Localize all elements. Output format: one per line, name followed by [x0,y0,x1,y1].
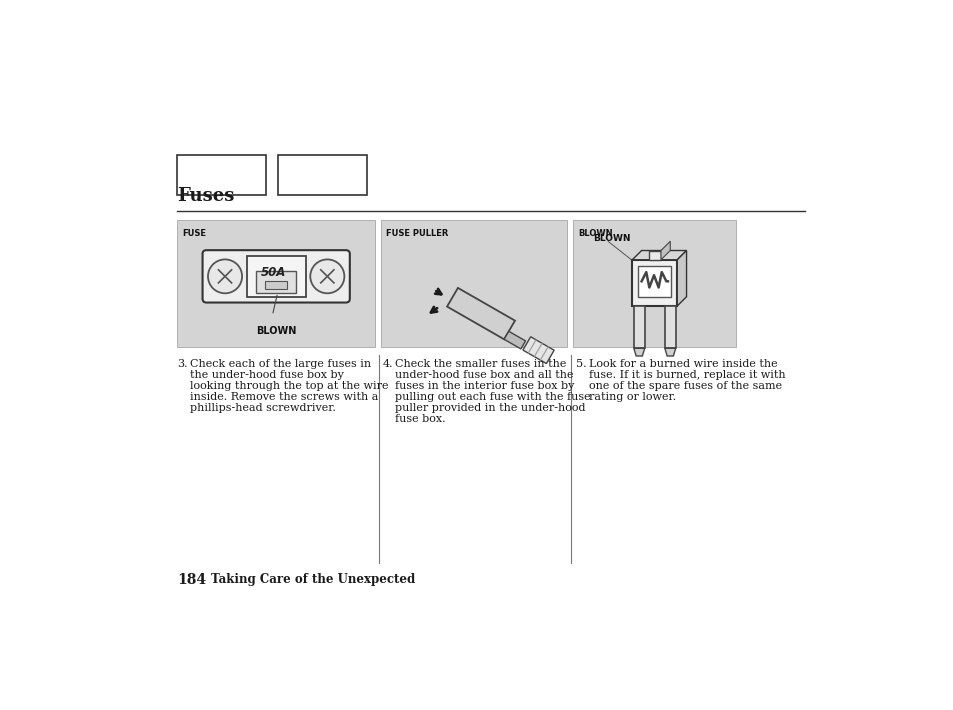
Text: fuse box.: fuse box. [395,415,445,425]
Bar [664,306,675,349]
Text: BLOWN: BLOWN [255,326,296,336]
Circle shape [208,259,242,293]
Text: inside. Remove the screws with a: inside. Remove the screws with a [190,392,377,402]
Text: one of the spare fuses of the same: one of the spare fuses of the same [588,381,781,391]
Bar [265,281,287,289]
Text: under-hood fuse box and all the: under-hood fuse box and all the [395,370,573,380]
Text: BLOWN: BLOWN [592,234,630,243]
Text: Check the smaller fuses in the: Check the smaller fuses in the [395,359,566,368]
Text: fuses in the interior fuse box by: fuses in the interior fuse box by [395,381,574,391]
Bar [633,306,644,349]
Text: BLOWN: BLOWN [578,229,612,238]
Bar [381,220,567,347]
Text: Check each of the large fuses in: Check each of the large fuses in [190,359,371,368]
Text: phillips-head screwdriver.: phillips-head screwdriver. [190,403,335,413]
Polygon shape [664,349,675,356]
Bar [573,220,736,347]
Text: 4.: 4. [382,359,393,368]
Bar [177,155,266,195]
Bar [638,266,670,297]
Bar [177,220,375,347]
Bar [255,271,296,293]
Text: 50A: 50A [260,266,286,279]
Polygon shape [632,251,686,260]
Polygon shape [503,332,525,349]
Text: looking through the top at the wire: looking through the top at the wire [190,381,388,391]
Text: Fuses: Fuses [177,187,234,204]
Text: Taking Care of the Unexpected: Taking Care of the Unexpected [211,572,415,586]
Polygon shape [522,337,554,364]
Circle shape [310,259,344,293]
Polygon shape [447,288,515,339]
Text: 5.: 5. [576,359,586,368]
Text: FUSE PULLER: FUSE PULLER [385,229,448,238]
Polygon shape [660,241,670,260]
Bar [648,251,660,260]
Text: 3.: 3. [177,359,188,368]
Bar [278,155,367,195]
Polygon shape [677,251,686,306]
FancyBboxPatch shape [202,250,350,302]
Text: pulling out each fuse with the fuse: pulling out each fuse with the fuse [395,392,590,402]
Text: the under-hood fuse box by: the under-hood fuse box by [190,370,343,380]
Polygon shape [633,349,644,356]
Bar [247,256,305,297]
Text: Look for a burned wire inside the: Look for a burned wire inside the [588,359,777,368]
Text: 184: 184 [177,572,206,586]
Text: fuse. If it is burned, replace it with: fuse. If it is burned, replace it with [588,370,784,380]
Text: FUSE: FUSE [182,229,206,238]
Text: rating or lower.: rating or lower. [588,392,676,402]
Text: puller provided in the under-hood: puller provided in the under-hood [395,403,585,413]
Polygon shape [632,260,677,306]
